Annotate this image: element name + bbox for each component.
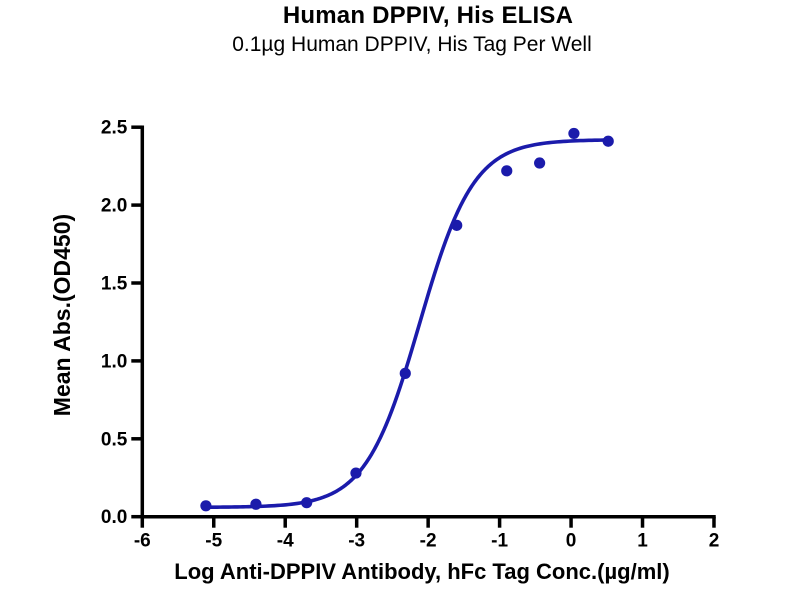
data-point: [399, 367, 411, 379]
x-axis: -6 -5 -4 -3 -2 -1 0 1 2: [134, 514, 720, 552]
data-point: [301, 497, 313, 509]
x-tick-label: -6: [134, 531, 151, 552]
data-point: [568, 127, 580, 140]
chart-title: Human DPPIV, His ELISA: [282, 2, 574, 29]
data-point: [350, 467, 362, 479]
x-tick-label: -2: [420, 531, 437, 552]
data-point: [602, 135, 614, 147]
x-tick-label: 1: [637, 531, 648, 552]
x-axis-label: Log Anti-DPPIV Antibody, hFc Tag Conc.(µ…: [174, 559, 670, 584]
data-point: [534, 157, 546, 169]
x-tick-label: -3: [348, 531, 365, 552]
x-tick-label: -5: [205, 531, 222, 552]
y-tick-label: 2.5: [101, 118, 128, 139]
x-tick-label: 0: [566, 531, 577, 552]
y-axis: 0.0 0.5 1.0 1.5 2.0 2.5: [101, 118, 145, 528]
y-tick-label: 1.5: [101, 274, 128, 295]
data-point: [501, 165, 513, 177]
fit-curve: [204, 138, 611, 510]
y-tick-label: 0.5: [101, 429, 128, 450]
x-tick-label: 2: [709, 531, 720, 552]
y-tick-label: 1.0: [101, 351, 127, 372]
data-point: [200, 500, 212, 512]
data-point: [250, 498, 262, 510]
y-tick-label: 0.0: [101, 507, 127, 528]
x-tick-label: -1: [491, 531, 508, 552]
y-tick-label: 2.0: [101, 196, 127, 217]
data-points: [200, 127, 614, 512]
chart-subtitle: 0.1µg Human DPPIV, His Tag Per Well: [232, 33, 592, 56]
x-tick-label: -4: [277, 531, 294, 552]
data-point: [451, 219, 463, 231]
dose-response-curve: [204, 138, 611, 510]
